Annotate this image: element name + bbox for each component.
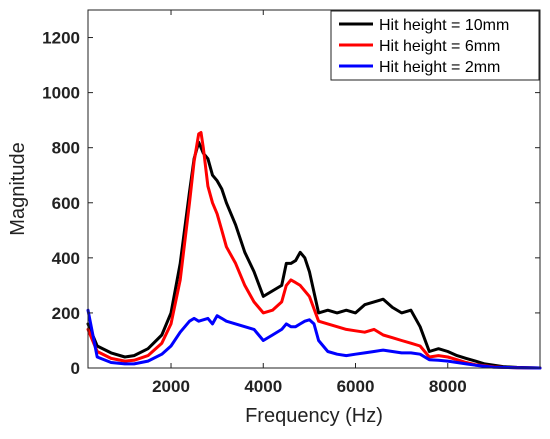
ticks-layer: 2000 4000 6000 8000 0 200 400 600 800 1000 1200	[42, 10, 540, 396]
y-tick-label: 1000	[42, 84, 80, 103]
y-tick-label: 200	[52, 304, 80, 323]
series-layer	[86, 131, 542, 370]
series-line-3	[86, 308, 542, 370]
x-tick-label: 8000	[429, 377, 467, 396]
x-tick-label: 2000	[152, 377, 190, 396]
y-tick-label: 400	[52, 249, 80, 268]
legend-label-2: Hit height = 6mm	[379, 38, 500, 55]
y-tick-label: 600	[52, 194, 80, 213]
series-line-2	[86, 131, 542, 370]
y-axis-title: Magnitude	[7, 142, 29, 235]
y-tick-label: 1200	[42, 29, 80, 48]
x-tick-label: 4000	[244, 377, 282, 396]
y-tick-label: 800	[52, 139, 80, 158]
axes-layer	[87, 9, 541, 369]
legend-label-3: Hit height = 2mm	[379, 59, 500, 76]
x-axis-title: Frequency (Hz)	[245, 405, 383, 427]
legend-label-1: Hit height = 10mm	[379, 17, 509, 34]
legend: Hit height = 10mm Hit height = 6mm Hit hei…	[330, 10, 540, 81]
y-tick-label: 0	[71, 359, 80, 378]
plot-frame	[87, 9, 541, 369]
x-tick-label: 6000	[337, 377, 375, 396]
